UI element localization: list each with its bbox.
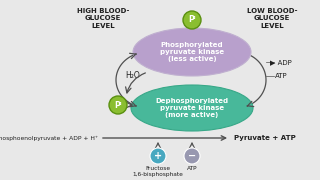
Text: ▶ ADP: ▶ ADP <box>270 59 292 65</box>
Text: −: − <box>188 151 196 161</box>
Ellipse shape <box>133 28 251 76</box>
Text: ATP: ATP <box>275 73 288 79</box>
Circle shape <box>109 96 127 114</box>
Text: +: + <box>154 151 162 161</box>
Text: HIGH BLOOD-
GLUCOSE
LEVEL: HIGH BLOOD- GLUCOSE LEVEL <box>77 8 129 29</box>
Text: ATP: ATP <box>187 166 197 171</box>
Text: H₂O: H₂O <box>126 71 140 80</box>
Circle shape <box>150 148 166 164</box>
Text: Dephosphorylated
pyruvate kinase
(more active): Dephosphorylated pyruvate kinase (more a… <box>156 98 228 118</box>
Text: LOW BLOOD-
GLUCOSE
LEVEL: LOW BLOOD- GLUCOSE LEVEL <box>247 8 297 29</box>
Text: Pᴵ: Pᴵ <box>114 100 122 109</box>
Text: Fructose
1,6-bisphosphate: Fructose 1,6-bisphosphate <box>132 166 183 177</box>
Text: Phosphorylated
pyruvate kinase
(less active): Phosphorylated pyruvate kinase (less act… <box>160 42 224 62</box>
Text: Phosphoenolpyruvate + ADP + H⁺: Phosphoenolpyruvate + ADP + H⁺ <box>0 135 98 141</box>
Circle shape <box>184 148 200 164</box>
Text: Pᴵ: Pᴵ <box>188 15 196 24</box>
Text: Pyruvate + ATP: Pyruvate + ATP <box>234 135 296 141</box>
Ellipse shape <box>131 85 253 131</box>
Circle shape <box>183 11 201 29</box>
